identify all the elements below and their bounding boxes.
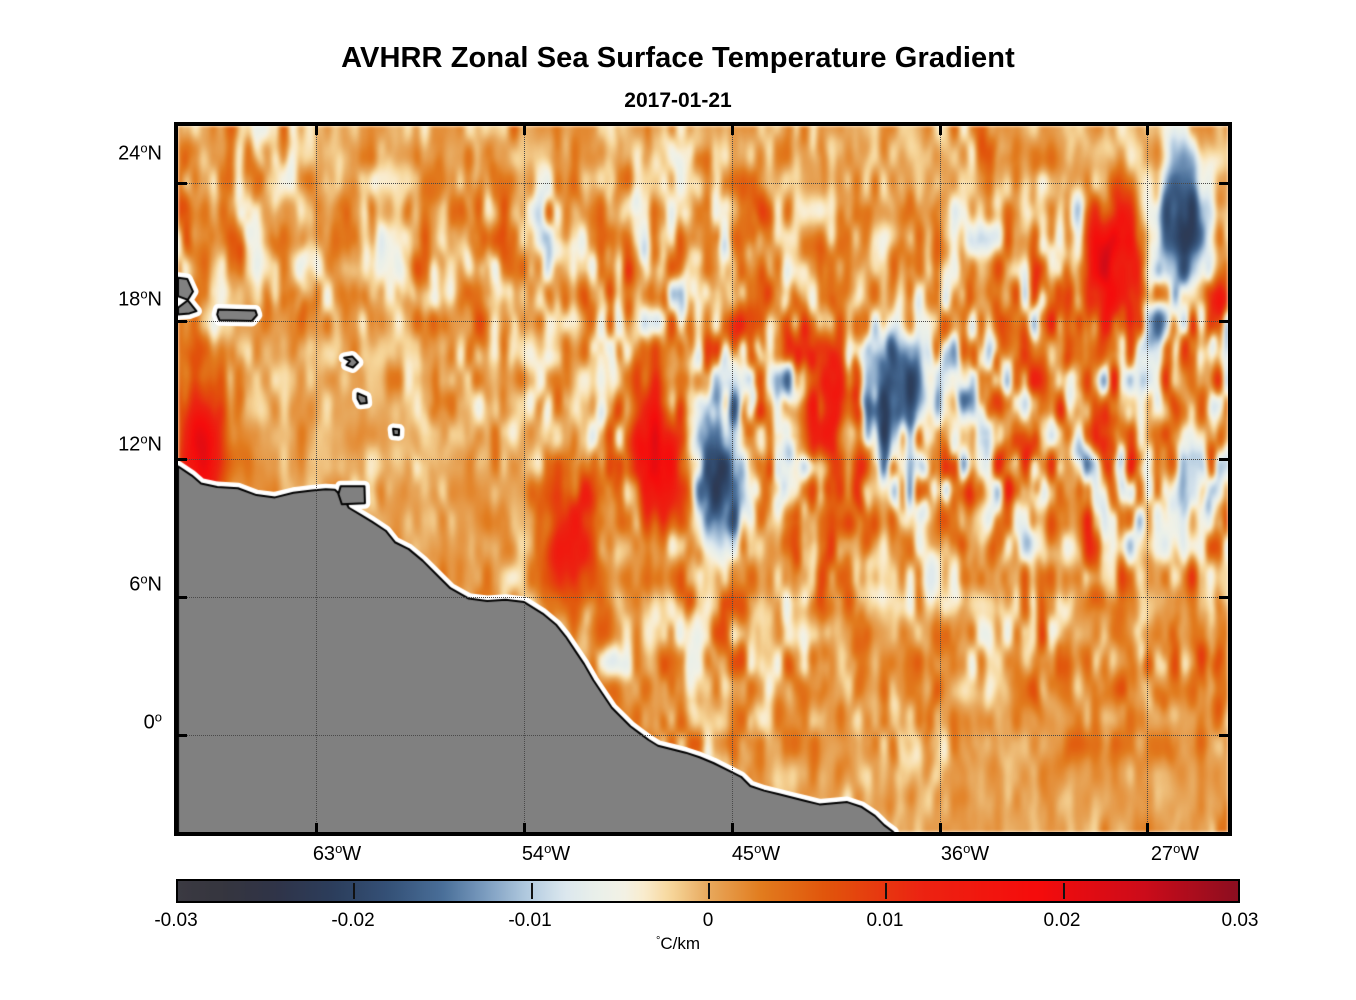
colorbar-tick-label: 0.01 <box>866 910 904 931</box>
colorbar-tick-label: 0 <box>702 910 714 931</box>
degree-symbol-icon: o <box>154 709 162 725</box>
colorbar-tick-label: -0.01 <box>508 910 552 931</box>
degree-symbol-icon: o <box>544 841 552 856</box>
colorbar-tick <box>708 883 710 899</box>
colorbar-tick-label: -0.03 <box>154 910 198 931</box>
tick-latitude-right <box>1219 320 1228 324</box>
ytick-label-hemisphere: N <box>147 433 162 456</box>
colorbar-tick <box>353 883 356 899</box>
map-plot-area[interactable] <box>174 122 1232 836</box>
gridline-latitude <box>178 183 1228 185</box>
tick-latitude-right <box>1219 734 1228 738</box>
tick-longitude-bottom <box>523 823 527 832</box>
tick-latitude-left <box>178 182 187 186</box>
ytick-label-value: 6 <box>129 573 141 596</box>
tick-longitude-top <box>315 126 319 135</box>
tick-latitude-right <box>1219 596 1228 600</box>
xtick-label: 36oW <box>940 841 990 866</box>
xtick-label-hemisphere: W <box>551 843 571 865</box>
tick-latitude-left <box>178 734 187 738</box>
ytick-label: 24oN <box>118 140 162 166</box>
gridline-latitude <box>178 321 1228 323</box>
colorbar-unit-text: C/km <box>660 934 701 953</box>
xtick-label: 63oW <box>312 841 362 866</box>
tick-latitude-left <box>178 458 187 462</box>
xtick-label: 54oW <box>521 841 571 866</box>
chart-subtitle-date: 2017-01-21 <box>624 89 732 112</box>
gridline-longitude <box>1147 126 1149 832</box>
tick-longitude-bottom <box>730 823 734 832</box>
ytick-label-value: 0 <box>143 711 155 734</box>
gridline-longitude <box>316 126 318 832</box>
tick-longitude-top <box>938 126 942 135</box>
tick-longitude-bottom <box>1146 823 1150 832</box>
tick-latitude-left <box>178 320 187 324</box>
ytick-label-value: 12 <box>118 433 141 456</box>
xtick-label-value: 36 <box>940 843 964 865</box>
gridline-latitude <box>178 459 1228 461</box>
colorbar-tick <box>885 883 888 899</box>
gridline-longitude <box>731 126 733 832</box>
colorbar-tick <box>1062 883 1065 899</box>
colorbar-tick-label: 0.03 <box>1221 910 1259 931</box>
colorbar-unit-label: °C/km <box>655 934 701 953</box>
ytick-label: 0o <box>143 709 162 735</box>
tick-longitude-top <box>523 126 527 135</box>
tick-longitude-top <box>1146 126 1150 135</box>
xtick-label-value: 45 <box>731 843 755 865</box>
ytick-label-value: 18 <box>118 288 141 311</box>
xtick-label-hemisphere: W <box>761 843 781 865</box>
ytick-label-value: 24 <box>118 142 141 165</box>
xtick-label-value: 27 <box>1150 843 1174 865</box>
tick-latitude-right <box>1219 458 1228 462</box>
gridline-longitude <box>939 126 941 832</box>
degree-symbol-icon: o <box>335 841 343 856</box>
degree-symbol-icon: o <box>140 571 148 587</box>
page-title: AVHRR Zonal Sea Surface Temperature Grad… <box>341 42 1015 74</box>
ytick-label-hemisphere: N <box>147 288 162 311</box>
tick-latitude-right <box>1219 182 1228 186</box>
ytick-label-hemisphere: N <box>147 142 162 165</box>
ytick-label: 6oN <box>129 571 162 597</box>
gridline-latitude <box>178 597 1228 599</box>
degree-symbol-icon: o <box>140 431 148 447</box>
colorbar-tick-label: 0.02 <box>1043 910 1081 931</box>
xtick-label: 45oW <box>731 841 781 866</box>
tick-latitude-left <box>178 596 187 600</box>
colorbar[interactable] <box>176 879 1240 903</box>
gridline-longitude <box>524 126 526 832</box>
ytick-label: 18oN <box>118 286 162 312</box>
xtick-label-hemisphere: W <box>342 843 362 865</box>
gridline-latitude <box>178 735 1228 737</box>
degree-symbol-icon: o <box>1173 841 1181 856</box>
tick-longitude-top <box>730 126 734 135</box>
colorbar-tick-label: -0.02 <box>331 910 375 931</box>
xtick-label-value: 54 <box>521 843 545 865</box>
land-mask-coastline <box>178 126 1228 832</box>
ytick-label: 12oN <box>118 431 162 457</box>
degree-symbol-icon: o <box>140 286 148 302</box>
ytick-label-hemisphere: N <box>147 573 162 596</box>
degree-symbol-icon: o <box>963 841 971 856</box>
degree-symbol-icon: o <box>754 841 762 856</box>
tick-longitude-bottom <box>315 823 319 832</box>
xtick-label: 27oW <box>1150 841 1200 866</box>
xtick-label-value: 63 <box>312 843 336 865</box>
xtick-label-hemisphere: W <box>970 843 990 865</box>
tick-longitude-bottom <box>938 823 942 832</box>
colorbar-tick <box>530 883 533 899</box>
xtick-label-hemisphere: W <box>1180 843 1200 865</box>
degree-symbol-icon: o <box>140 140 148 156</box>
map-clip <box>178 126 1228 832</box>
title-block: AVHRR Zonal Sea Surface Temperature Grad… <box>0 44 1356 113</box>
